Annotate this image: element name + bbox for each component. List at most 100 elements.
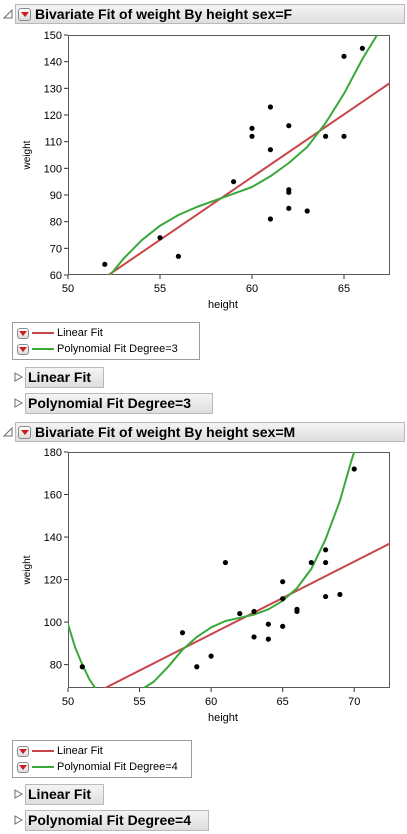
data-point[interactable]	[265, 636, 271, 642]
data-point[interactable]	[251, 608, 257, 615]
linear-fit-line[interactable]	[107, 82, 391, 275]
data-point[interactable]	[179, 630, 186, 636]
x-axis-label: height	[208, 712, 238, 724]
data-point[interactable]	[323, 547, 329, 553]
fit-legend-f: Linear Fit Polynomial Fit Degree=3	[12, 322, 200, 360]
data-point[interactable]	[237, 610, 243, 617]
data-point[interactable]	[157, 235, 163, 241]
y-tick-label: 180	[44, 447, 62, 459]
x-axis-label: height	[208, 299, 238, 311]
data-point[interactable]	[231, 179, 237, 185]
polynomial-fit-curve[interactable]	[142, 452, 356, 688]
subreport-poly-fit-f[interactable]: Polynomial Fit Degree=3	[14, 392, 213, 414]
data-point[interactable]	[102, 261, 108, 267]
legend-label: Linear Fit	[57, 745, 103, 757]
legend-line-swatch	[32, 766, 54, 768]
polynomial-fit-curve[interactable]	[109, 35, 379, 275]
subreport-title-bar: Linear Fit	[25, 783, 104, 805]
legend-item-linear[interactable]: Linear Fit	[17, 325, 195, 341]
red-triangle-menu-icon[interactable]	[17, 745, 29, 757]
report-header-f[interactable]: Bivariate Fit of weight By height sex=F	[0, 3, 405, 25]
y-tick-label: 60	[50, 270, 62, 282]
y-tick-label: 120	[44, 575, 62, 587]
data-point[interactable]	[337, 591, 343, 598]
red-triangle-menu-icon[interactable]	[18, 425, 31, 439]
scatter-plot-m[interactable]: 80 100 120 140 160 180 50 55 60 65 70 height weight	[0, 444, 407, 734]
y-tick-label: 140	[44, 532, 62, 544]
data-point[interactable]	[341, 133, 347, 139]
data-point[interactable]	[304, 208, 310, 214]
subreport-linear-fit-m[interactable]: Linear Fit	[14, 783, 104, 805]
data-point[interactable]	[249, 125, 255, 131]
subreport-title-bar: Linear Fit	[25, 366, 104, 388]
expand-triangle-icon[interactable]	[14, 789, 23, 799]
report-header-m[interactable]: Bivariate Fit of weight By height sex=M	[0, 421, 405, 443]
x-tick-label: 65	[277, 696, 289, 708]
plot-frame	[68, 35, 390, 275]
data-point[interactable]	[359, 45, 365, 51]
report-title: Bivariate Fit of weight By height sex=F	[35, 6, 293, 22]
data-point[interactable]	[208, 653, 214, 659]
expand-triangle-icon[interactable]	[14, 815, 23, 825]
collapse-triangle-icon[interactable]	[3, 9, 13, 19]
expand-triangle-icon[interactable]	[14, 372, 23, 382]
data-point[interactable]	[280, 596, 286, 602]
subreport-linear-fit-f[interactable]: Linear Fit	[14, 366, 104, 388]
data-point[interactable]	[323, 559, 329, 566]
data-point[interactable]	[280, 579, 286, 585]
x-tick-label: 60	[246, 283, 258, 295]
y-axis-label: weight	[22, 555, 33, 585]
data-point[interactable]	[294, 608, 300, 615]
data-point[interactable]	[249, 133, 255, 139]
data-point[interactable]	[351, 466, 357, 472]
data-point[interactable]	[251, 634, 257, 640]
legend-line-swatch	[32, 750, 54, 752]
plot-frame	[68, 452, 390, 688]
legend-label: Polynomial Fit Degree=3	[57, 343, 178, 355]
y-tick-label: 90	[50, 190, 62, 202]
expand-triangle-icon[interactable]	[14, 398, 23, 408]
y-tick-label: 80	[50, 660, 62, 672]
legend-item-poly[interactable]: Polynomial Fit Degree=3	[17, 341, 195, 357]
data-point[interactable]	[323, 133, 329, 139]
data-point[interactable]	[286, 123, 292, 129]
legend-label: Linear Fit	[57, 327, 103, 339]
data-point[interactable]	[222, 559, 229, 566]
collapse-triangle-icon[interactable]	[3, 427, 13, 437]
x-tick-label: 60	[205, 696, 217, 708]
legend-item-poly[interactable]: Polynomial Fit Degree=4	[17, 759, 187, 775]
data-point[interactable]	[175, 253, 181, 259]
fit-legend-m: Linear Fit Polynomial Fit Degree=4	[12, 740, 192, 778]
subreport-title: Polynomial Fit Degree=3	[28, 395, 191, 411]
data-point[interactable]	[267, 147, 273, 153]
x-tick-label: 55	[154, 283, 166, 295]
y-tick-label: 80	[50, 217, 62, 229]
data-point[interactable]	[267, 216, 273, 222]
legend-item-linear[interactable]: Linear Fit	[17, 743, 187, 759]
data-point[interactable]	[341, 53, 347, 59]
report-title: Bivariate Fit of weight By height sex=M	[35, 424, 296, 440]
red-triangle-menu-icon[interactable]	[17, 327, 29, 339]
data-point[interactable]	[286, 205, 292, 211]
red-triangle-menu-icon[interactable]	[18, 7, 31, 21]
data-point[interactable]	[308, 559, 314, 566]
scatter-plot-f[interactable]: 60 70 80 90 100 110 120 130 140 150 50 55 60 65 height…	[0, 26, 407, 318]
data-point[interactable]	[280, 623, 286, 629]
data-point[interactable]	[79, 664, 85, 670]
x-tick-label: 50	[62, 696, 74, 708]
red-triangle-menu-icon[interactable]	[17, 343, 29, 355]
y-tick-label: 120	[44, 110, 62, 122]
subreport-title: Linear Fit	[28, 369, 92, 385]
data-point[interactable]	[286, 189, 292, 195]
data-point[interactable]	[323, 593, 329, 600]
y-axis-label: weight	[22, 140, 33, 170]
red-triangle-menu-icon[interactable]	[17, 761, 29, 773]
x-tick-label: 65	[338, 283, 350, 295]
y-tick-label: 140	[44, 57, 62, 69]
subreport-poly-fit-m[interactable]: Polynomial Fit Degree=4	[14, 809, 209, 831]
x-tick-label: 55	[133, 696, 145, 708]
data-point[interactable]	[267, 104, 273, 110]
data-point[interactable]	[265, 621, 271, 627]
data-point[interactable]	[194, 664, 200, 670]
y-tick-label: 150	[44, 30, 62, 42]
